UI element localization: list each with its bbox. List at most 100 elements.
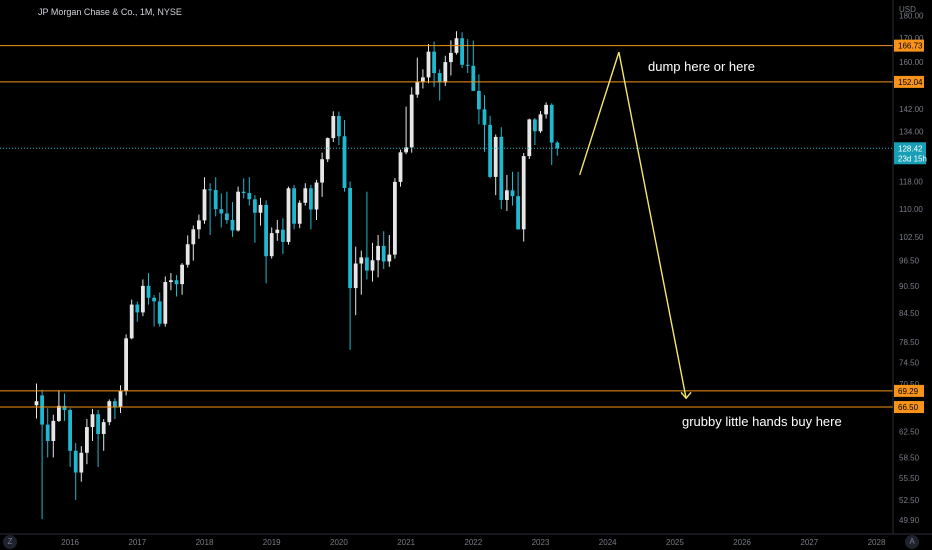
projection-path[interactable] bbox=[579, 51, 687, 399]
candle bbox=[68, 408, 72, 467]
candle-body bbox=[45, 424, 50, 441]
candle bbox=[415, 57, 420, 98]
candle-body bbox=[426, 51, 431, 78]
candle bbox=[73, 442, 78, 500]
time-tick-label: 2021 bbox=[397, 538, 415, 547]
candle-body bbox=[404, 147, 408, 153]
candle-body bbox=[174, 280, 179, 285]
candle bbox=[359, 250, 364, 295]
candle bbox=[549, 103, 554, 165]
candle bbox=[376, 235, 380, 278]
time-tick-label: 2028 bbox=[868, 538, 886, 547]
candle bbox=[141, 279, 145, 317]
price-tick-label: 70.50 bbox=[899, 380, 920, 389]
candle bbox=[230, 202, 235, 237]
candle bbox=[516, 171, 520, 230]
candle bbox=[449, 40, 453, 76]
candle bbox=[180, 263, 184, 295]
time-tick-label: 2024 bbox=[599, 538, 617, 547]
level-tag-label: 66.50 bbox=[898, 403, 919, 412]
candle bbox=[342, 119, 347, 192]
candle bbox=[370, 242, 375, 282]
candle bbox=[325, 137, 330, 163]
candle-body bbox=[488, 124, 492, 177]
price-tick-label: 62.50 bbox=[899, 427, 920, 436]
candle bbox=[409, 87, 414, 153]
candle-body bbox=[337, 116, 341, 137]
candle-body bbox=[544, 104, 548, 115]
horizontal-levels[interactable] bbox=[0, 45, 893, 408]
candle-body bbox=[241, 191, 246, 194]
candle bbox=[393, 178, 397, 259]
candle bbox=[488, 115, 492, 179]
candle-body bbox=[432, 51, 436, 74]
annotation-dump[interactable]: dump here or here bbox=[648, 59, 755, 74]
candle-body bbox=[348, 187, 352, 289]
candle bbox=[219, 193, 224, 228]
candle-body bbox=[85, 427, 89, 453]
candle bbox=[101, 419, 106, 451]
candle bbox=[269, 227, 274, 259]
zoom-icon[interactable]: Z bbox=[3, 535, 17, 549]
candle bbox=[381, 231, 386, 269]
candle-body bbox=[275, 229, 280, 234]
candle-body bbox=[443, 62, 448, 83]
candle-body bbox=[113, 401, 117, 407]
candle-body bbox=[516, 196, 520, 230]
candle bbox=[258, 197, 263, 226]
price-tick-label: 160.00 bbox=[899, 58, 924, 67]
candle-body bbox=[331, 116, 336, 139]
time-axis[interactable]: 2016 2017 2018 2019 2020 2021 2022 2023 2024 2025… bbox=[61, 538, 886, 547]
candle-body bbox=[387, 254, 392, 262]
candle bbox=[544, 102, 548, 119]
price-tick-label: 74.50 bbox=[899, 358, 920, 367]
candle-body bbox=[129, 304, 134, 339]
annotation-buy[interactable]: grubby little hands buy here bbox=[682, 414, 842, 429]
candle-body bbox=[163, 281, 168, 324]
candle-body bbox=[157, 301, 162, 324]
price-tick-label: 52.50 bbox=[899, 496, 920, 505]
candle bbox=[208, 183, 212, 236]
time-tick-label: 2018 bbox=[196, 538, 214, 547]
candle bbox=[197, 214, 201, 239]
candle bbox=[253, 195, 257, 243]
candle-body bbox=[365, 257, 369, 271]
candle-body bbox=[493, 136, 498, 177]
candle-body bbox=[51, 420, 56, 441]
candle bbox=[432, 41, 436, 88]
projection-arrowhead[interactable] bbox=[680, 391, 692, 400]
candle bbox=[353, 246, 358, 316]
candle-body bbox=[449, 52, 453, 63]
candle-body bbox=[549, 104, 554, 143]
projection-drawing[interactable] bbox=[579, 51, 692, 400]
candle bbox=[309, 184, 313, 230]
candle-body bbox=[141, 285, 145, 313]
price-tick-label: 180.00 bbox=[899, 12, 924, 21]
candle-body bbox=[309, 188, 313, 210]
candle-body bbox=[180, 264, 184, 285]
candle-body bbox=[415, 81, 420, 95]
candle bbox=[185, 235, 190, 268]
candle-body bbox=[376, 245, 380, 261]
candle bbox=[169, 273, 173, 291]
candle bbox=[460, 32, 464, 69]
price-tick-label: 90.50 bbox=[899, 282, 920, 291]
candle-body bbox=[421, 77, 425, 82]
candle bbox=[527, 118, 532, 159]
candle bbox=[292, 184, 296, 230]
auto-scale-icon[interactable]: A bbox=[905, 535, 919, 549]
candle-body bbox=[398, 152, 403, 182]
candle-body bbox=[314, 182, 319, 210]
candle-body bbox=[40, 395, 44, 425]
time-tick-label: 2022 bbox=[464, 538, 482, 547]
candle bbox=[365, 191, 369, 280]
candle-body bbox=[538, 114, 543, 132]
candle bbox=[443, 55, 448, 86]
candle bbox=[113, 398, 117, 420]
candle-body bbox=[292, 188, 296, 224]
candle bbox=[348, 181, 352, 350]
candle-body bbox=[247, 193, 252, 200]
candle bbox=[437, 69, 442, 101]
